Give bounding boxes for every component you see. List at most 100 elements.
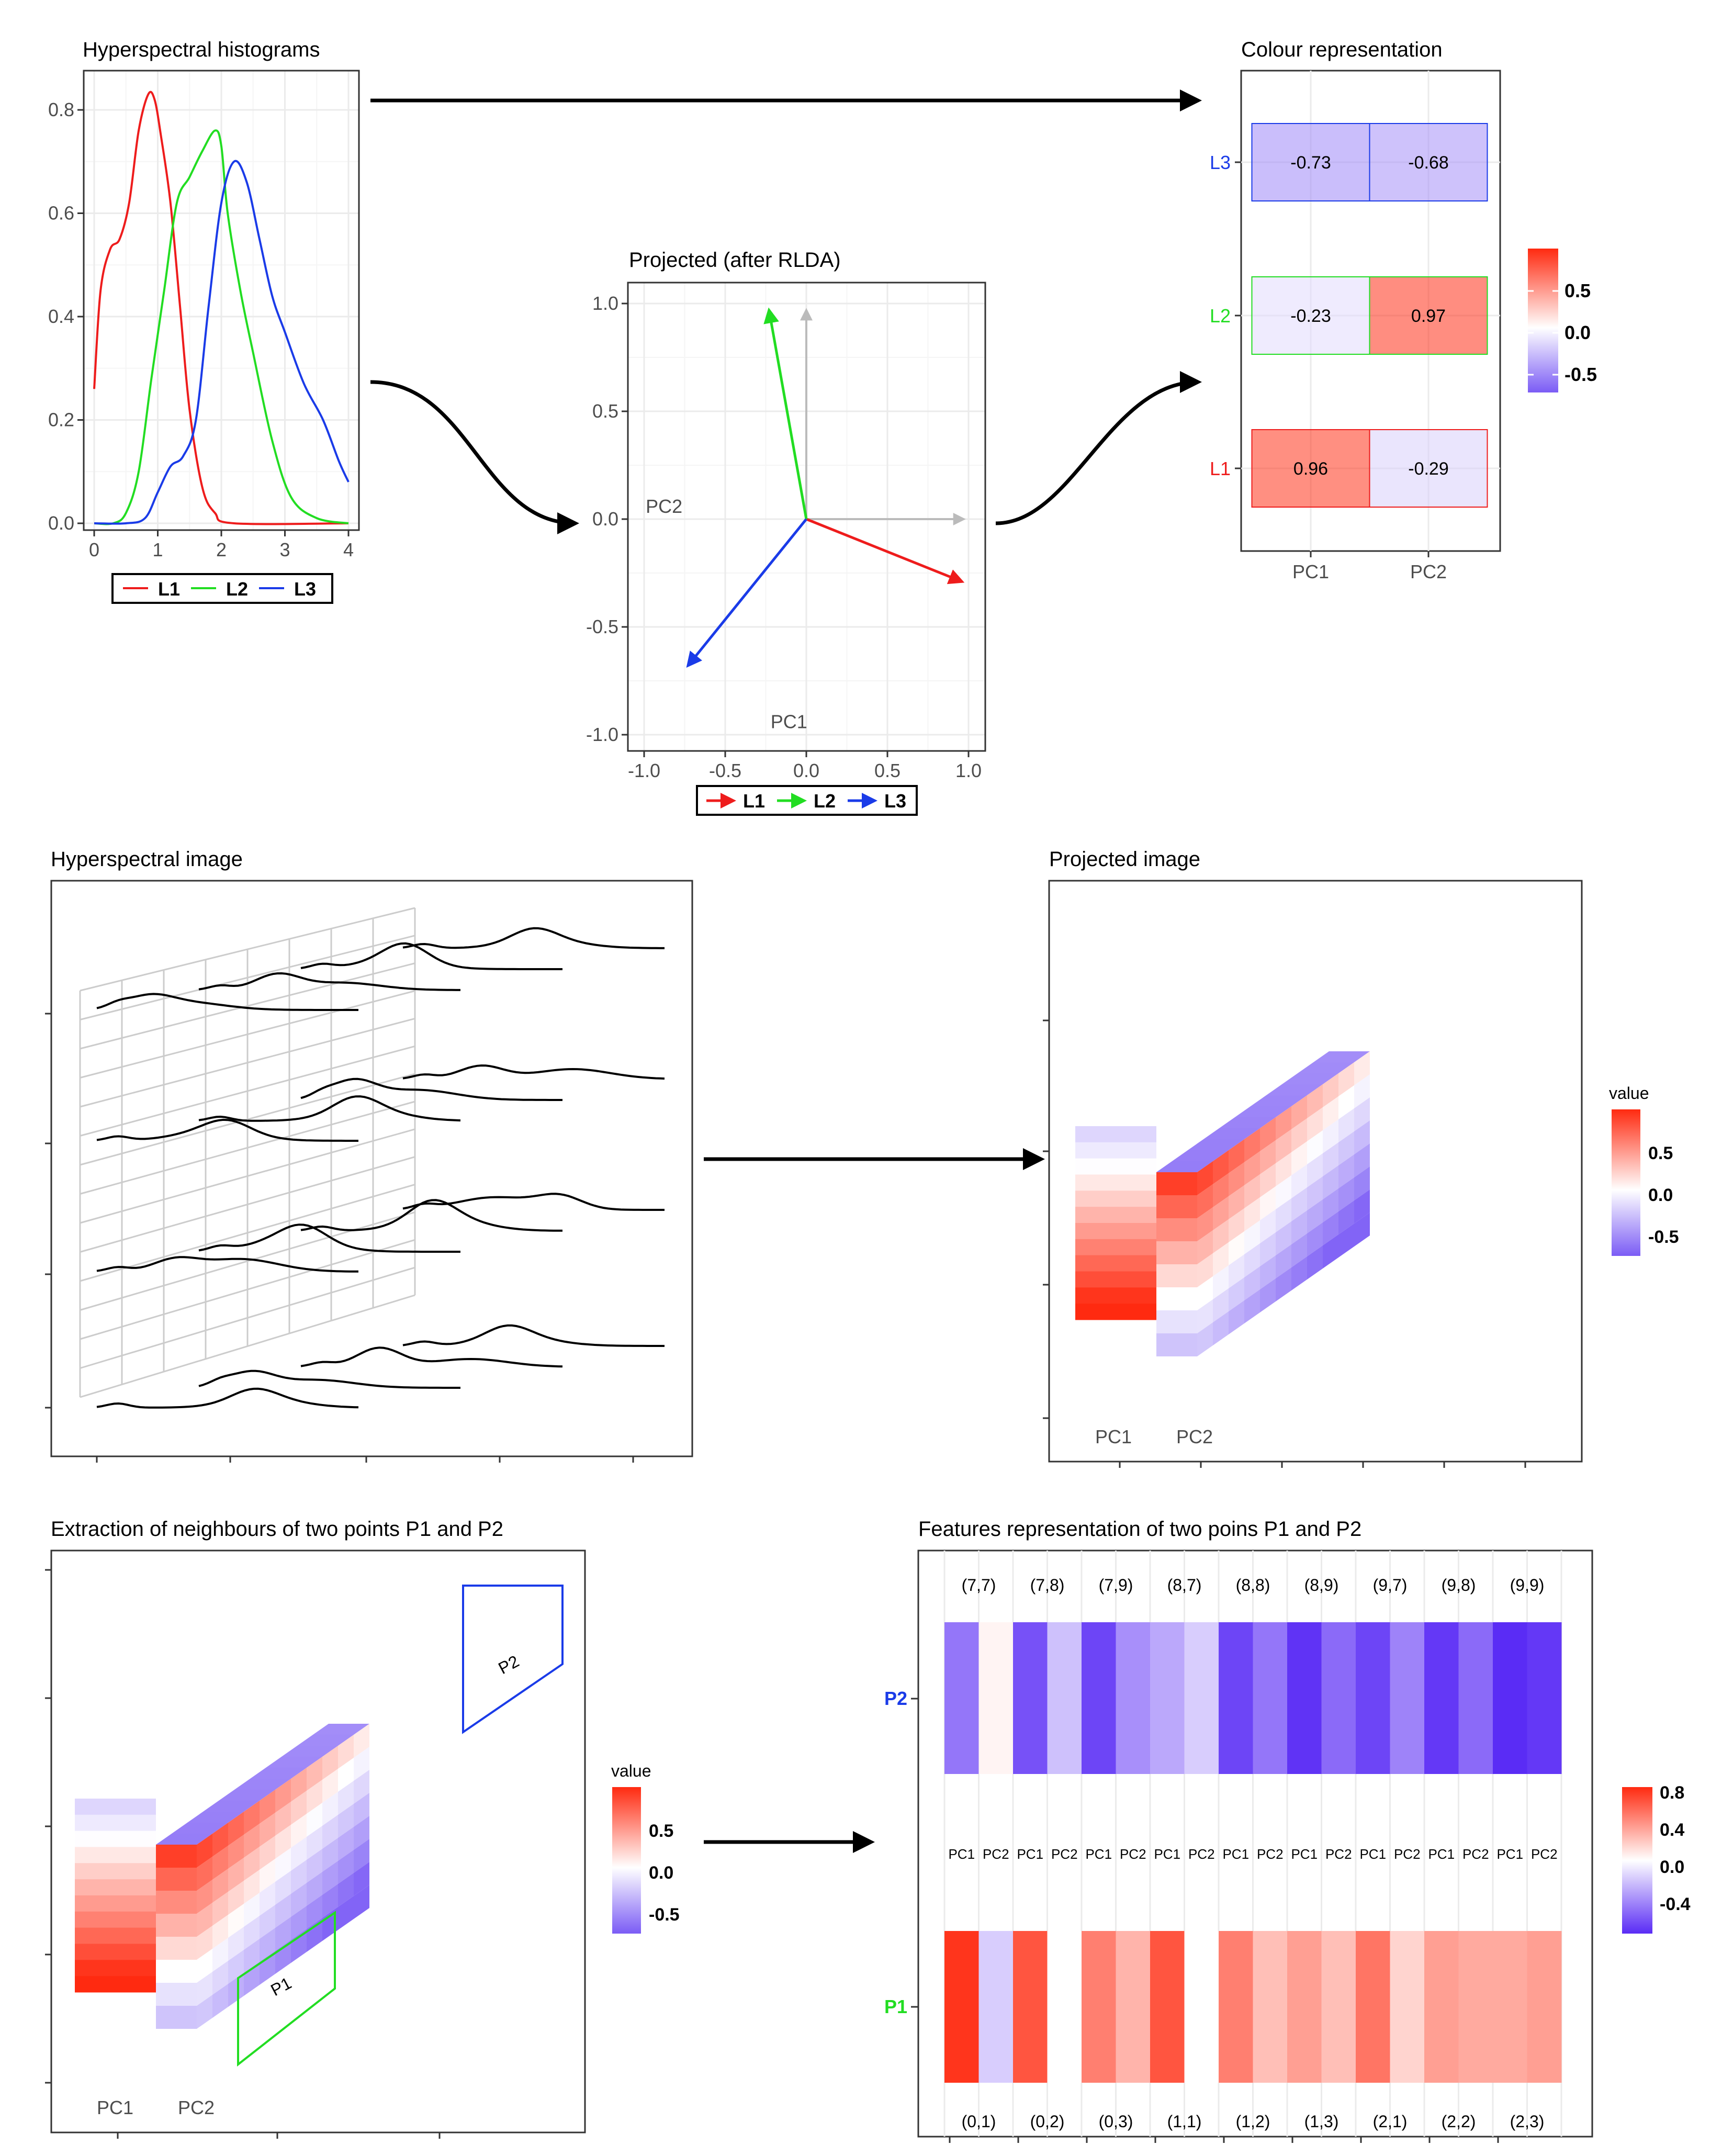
feature-pc-label: PC2 [1462, 1846, 1489, 1862]
cube-top-cell [266, 1757, 322, 1768]
cube-front-cell [156, 1868, 197, 1891]
p1-row-label: P1 [884, 1996, 907, 2017]
feature-pc-label: PC2 [1531, 1846, 1558, 1862]
spectral-curve [300, 1077, 562, 1101]
cube-side-cell [322, 1746, 338, 1780]
cube-side-cell [228, 1973, 244, 2007]
hyperspectral-grid [79, 907, 416, 1398]
heat-cell-label: -0.29 [1408, 459, 1449, 479]
spectral-curve [198, 1095, 461, 1122]
cube-side-cell [291, 1860, 307, 1894]
heat-row-label: L1 [1210, 458, 1231, 479]
cube-pc1-cell [75, 1960, 156, 1977]
heat-row-label: L3 [1210, 152, 1231, 173]
cube-side-cell [275, 1917, 291, 1951]
feature-pc-label: PC1 [1291, 1846, 1318, 1862]
bottom-coordinate-label: (0,1) [962, 2112, 996, 2131]
density-line-l1 [93, 91, 349, 525]
features-legend-tick-1: 0.4 [1660, 1820, 1684, 1840]
cube-front-cell [1156, 1218, 1197, 1241]
heat-cell-label: 0.97 [1411, 306, 1446, 326]
spectral-curve [198, 1369, 460, 1389]
proj-x-tick-label: 0.0 [793, 760, 819, 781]
heat-legend-tick-1: 0.0 [1565, 322, 1591, 343]
bottom-coordinate-label: (0,3) [1099, 2112, 1133, 2131]
cube-side-cell [354, 1793, 369, 1827]
histogram-legend: L1 L2 L3 [111, 573, 333, 604]
feature-pc-label: PC1 [1085, 1846, 1112, 1862]
p2-feature-cell [978, 1622, 1014, 1774]
cube-side-cell [1291, 1118, 1307, 1152]
cube-side-cell [197, 1972, 212, 2006]
cube-side-cell [354, 1862, 369, 1896]
cube-pc1-cell [75, 1927, 156, 1944]
cube-side-cell [1229, 1139, 1244, 1173]
features-legend: 0.8 0.4 0.0 -0.4 [1622, 1783, 1691, 1934]
p1-feature-cell [1493, 1931, 1527, 2083]
cube-pc1-cell [75, 1831, 156, 1847]
image-grid-h [80, 1184, 415, 1282]
hist-x-tick-label: 4 [343, 539, 354, 560]
cube-side-cell [1323, 1073, 1338, 1107]
cube-side-cell [307, 1918, 322, 1952]
cube-side-cell [1213, 1219, 1229, 1253]
cube-side-cell [307, 1757, 322, 1791]
cube-side-cell [1229, 1277, 1244, 1311]
extraction-ticks [45, 1569, 441, 2139]
feature-pc-label: PC1 [1017, 1846, 1043, 1862]
hist-y-tick-label: 0.0 [48, 512, 74, 534]
projected-cube [1075, 1051, 1370, 1356]
cube-pc1-cell [75, 1847, 156, 1863]
p2-feature-cell [1493, 1622, 1527, 1774]
cube-side-cell [1291, 1141, 1307, 1175]
spectral-curve [300, 942, 562, 970]
cube-side-cell [338, 1781, 354, 1815]
cube-side-cell [1244, 1243, 1260, 1277]
image-grid-h [80, 1156, 415, 1253]
cube-side-cell [1307, 1107, 1323, 1141]
cube-side-cell [275, 1848, 291, 1882]
p2-feature-cell [1356, 1622, 1390, 1774]
cube-side-cell [354, 1885, 369, 1919]
cube-side-cell [1354, 1212, 1370, 1247]
bottom-coordinate-label: (0,2) [1030, 2112, 1065, 2131]
p1-feature-cell [1424, 1931, 1459, 2083]
cube-side-cell [1260, 1163, 1276, 1197]
cube-top-cell [282, 1746, 338, 1757]
value-legend-2: value 0.5 0.0 -0.5 [611, 1761, 680, 1934]
spectral-curve [300, 1199, 562, 1232]
cube-side-cell [1244, 1128, 1260, 1162]
p2-feature-cell [944, 1622, 979, 1774]
cube-side-cell [244, 1824, 260, 1858]
cube-side-cell [322, 1792, 338, 1826]
features-labels: (7,7) (7,8) (7,9) (8,7) (8,8) (8,9) (9,7) (9,8)… [948, 1576, 1557, 2131]
cube-side-cell [1354, 1143, 1370, 1177]
top-coordinate-label: (9,7) [1373, 1576, 1408, 1594]
cube-side-cell [228, 1881, 244, 1915]
feature-pc-label: PC2 [1394, 1846, 1421, 1862]
heat-cell-label: -0.73 [1290, 153, 1331, 173]
image-grid-h [80, 1211, 415, 1311]
cube-pc1-cell [75, 1879, 156, 1896]
cube-side-cell [1323, 1142, 1338, 1176]
cube-side-cell [1260, 1278, 1276, 1312]
density-line-l2 [94, 129, 349, 525]
cube-side-cell [1260, 1209, 1276, 1243]
value-legend-1-tick-2: -0.5 [1648, 1227, 1679, 1247]
value-legend-1: value 0.5 0.0 -0.5 [1609, 1084, 1679, 1256]
cube-side-cell [1229, 1162, 1244, 1196]
cube-front-cell [1156, 1195, 1197, 1218]
p1-feature-cell [1287, 1931, 1322, 2083]
proj-x-tick-label: 1.0 [955, 760, 982, 781]
cube-top-cell [297, 1735, 354, 1746]
top-coordinate-label: (9,9) [1510, 1576, 1545, 1594]
p1-neighbourhood [237, 1911, 336, 2067]
cube-side-cell [197, 1834, 212, 1868]
cube-top-cell [1219, 1117, 1276, 1128]
cube2-pc2-label: PC2 [178, 2097, 215, 2118]
p2-feature-cell [1047, 1622, 1082, 1774]
hist-x-tick-label: 1 [152, 539, 163, 560]
cube-front-cell [156, 2006, 197, 2029]
heat-cell [1251, 276, 1370, 355]
